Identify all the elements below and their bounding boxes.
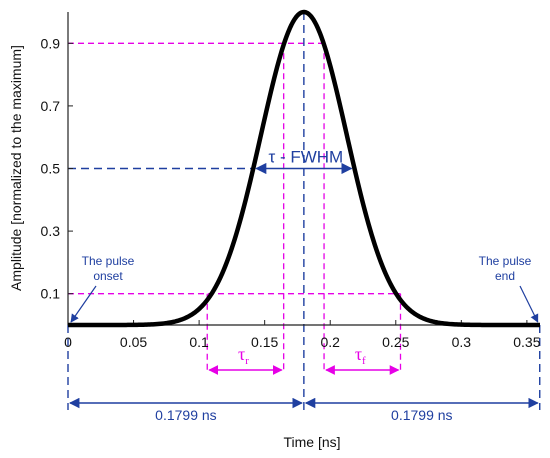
fwhm-label: τ - FWHM: [269, 148, 344, 167]
x-tick-label: 0.35: [513, 334, 540, 350]
y-tick-label: 0.3: [41, 223, 61, 239]
reference-lines: [67, 12, 541, 410]
y-tick-label: 0.5: [41, 161, 61, 177]
fall-time-label: τf: [355, 344, 366, 367]
end-pointer: [519, 285, 539, 323]
rise-time-label: τr: [238, 344, 249, 367]
y-tick-label: 0.1: [41, 286, 61, 302]
onset-pointer: [70, 285, 97, 323]
x-tick-label: 0: [64, 334, 72, 350]
end-label: The pulse end: [479, 254, 532, 283]
pulse-curve: [67, 9, 541, 328]
y-axis-title: Amplitude [normalized to the maximum]: [8, 45, 24, 291]
x-tick-label: 0.05: [120, 334, 147, 350]
x-tick-label: 0.15: [251, 334, 278, 350]
onset-label: The pulse onset: [82, 254, 135, 283]
ticks: 0 0.05 0.1 0.15 0.2 0.25 0.3 0.35 0.1 0.3 0.5 0.7 0.…: [41, 35, 541, 350]
x-tick-label: 0.25: [382, 334, 409, 350]
y-tick-label: 0.7: [41, 98, 61, 114]
x-tick-label: 0.2: [320, 334, 340, 350]
right-span-label: 0.1799 ns: [391, 407, 453, 423]
x-tick-label: 0.1: [189, 334, 209, 350]
x-tick-label: 0.3: [452, 334, 472, 350]
annotations: τ - FWHM τr τf 0.1799 ns 0.1799 ns The pulse o…: [68, 148, 539, 423]
left-span-label: 0.1799 ns: [155, 407, 217, 423]
y-tick-label: 0.9: [41, 35, 61, 51]
series: [67, 9, 541, 328]
x-axis-title: Time [ns]: [283, 434, 340, 450]
